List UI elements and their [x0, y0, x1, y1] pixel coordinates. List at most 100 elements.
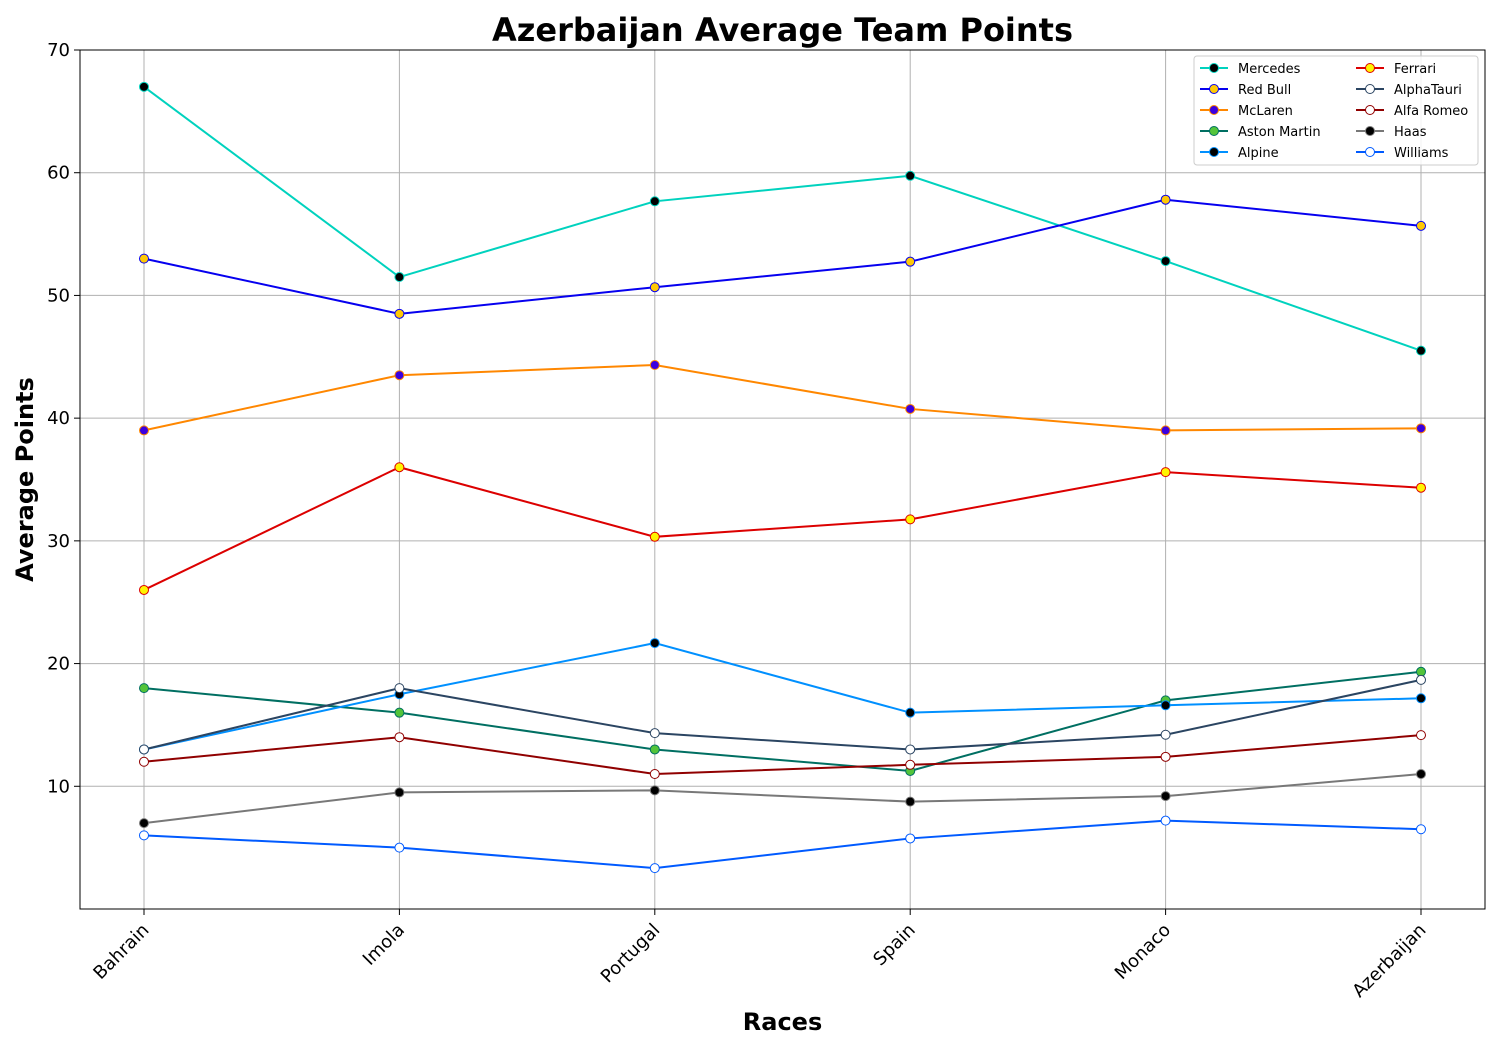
data-point-williams [1416, 824, 1426, 835]
data-point-haas [139, 818, 149, 829]
data-point-mercedes [649, 196, 660, 207]
x-tick-label: Imola [359, 920, 409, 970]
legend-label-alphatauri: AlphaTauri [1394, 83, 1462, 98]
data-point-alfa-romeo [139, 756, 149, 767]
data-point-alfa-romeo [394, 732, 405, 743]
data-point-alphatauri [1160, 729, 1171, 740]
legend: Mercedes Red Bull McLaren Aston Martin Alpin… [1193, 55, 1479, 166]
data-point-red-bull [394, 308, 405, 319]
legend-box [1193, 55, 1479, 166]
grid [80, 49, 1485, 909]
y-tick-label: 20 [47, 654, 70, 675]
data-point-williams [1160, 815, 1171, 826]
legend-marker-alphatauri [1365, 84, 1375, 94]
x-axis-label: Races [743, 1008, 822, 1036]
series-line-alphatauri [143, 678, 1422, 751]
legend-marker-mclaren [1209, 105, 1219, 115]
y-tick-label: 70 [47, 40, 70, 61]
series-line-williams [143, 819, 1422, 870]
legend-label-mclaren: McLaren [1238, 104, 1293, 119]
data-point-ferrari [1416, 482, 1426, 493]
series-line-red-bull [143, 198, 1422, 315]
data-point-ferrari [139, 584, 149, 595]
legend-label-williams: Williams [1394, 146, 1449, 161]
y-axis-label: Average Points [11, 377, 39, 582]
data-point-alfa-romeo [1160, 751, 1171, 762]
x-axis-ticks: Bahrain Imola Portugal Spain Monaco Azerbaija… [89, 909, 1431, 1002]
series-line-haas [143, 773, 1422, 825]
data-point-ferrari [905, 514, 916, 525]
legend-marker-williams [1365, 147, 1375, 157]
data-point-alphatauri [394, 683, 405, 694]
legend-label-alpine: Alpine [1238, 146, 1279, 161]
data-point-mclaren [1416, 423, 1426, 434]
plot-frame [79, 49, 1486, 910]
data-point-red-bull [1416, 220, 1426, 231]
legend-label-red-bull: Red Bull [1238, 83, 1291, 98]
series-line-ferrari [143, 466, 1422, 591]
data-point-mercedes [394, 272, 405, 283]
data-point-mercedes [905, 170, 916, 181]
data-point-mclaren [649, 360, 660, 371]
legend-marker-alfa-romeo [1365, 105, 1375, 115]
data-point-haas [649, 785, 660, 796]
y-tick-label: 50 [47, 285, 70, 306]
data-point-alphatauri [905, 744, 916, 755]
series-lines [143, 86, 1422, 870]
data-point-ferrari [394, 462, 405, 473]
data-point-alpine [1160, 700, 1171, 711]
data-point-mclaren [905, 403, 916, 414]
data-point-alfa-romeo [905, 759, 916, 770]
data-point-red-bull [905, 256, 916, 267]
data-point-red-bull [139, 253, 149, 264]
x-tick-label: Azerbaijan [1348, 920, 1430, 1002]
x-tick-label: Spain [869, 920, 919, 970]
series-line-aston-martin [143, 670, 1422, 772]
data-point-mclaren [394, 370, 405, 381]
data-point-alpine [905, 707, 916, 718]
legend-marker-alpine [1209, 147, 1219, 157]
legend-marker-haas [1365, 126, 1375, 136]
data-point-alphatauri [139, 744, 149, 755]
data-point-alfa-romeo [649, 769, 660, 780]
data-point-alphatauri [1416, 674, 1426, 685]
series-line-mclaren [143, 364, 1422, 432]
x-tick-label: Portugal [597, 920, 665, 988]
data-point-alpine [649, 638, 660, 649]
y-axis-ticks: 10 20 30 40 50 60 70 [47, 40, 80, 797]
legend-label-alfa-romeo: Alfa Romeo [1394, 104, 1468, 119]
data-point-haas [394, 787, 405, 798]
legend-label-aston-martin: Aston Martin [1238, 125, 1321, 140]
data-point-mclaren [1160, 425, 1171, 436]
data-point-alphatauri [649, 728, 660, 739]
x-tick-label: Bahrain [89, 920, 153, 984]
legend-label-ferrari: Ferrari [1394, 62, 1436, 77]
data-point-alpine [1416, 693, 1426, 704]
legend-marker-red-bull [1209, 84, 1219, 94]
data-point-williams [649, 863, 660, 874]
data-point-haas [905, 796, 916, 807]
series-line-alpine [143, 642, 1422, 751]
data-point-mercedes [1160, 256, 1171, 267]
legend-label-mercedes: Mercedes [1238, 62, 1301, 77]
y-tick-label: 40 [47, 408, 70, 429]
chart-title: Azerbaijan Average Team Points [492, 11, 1073, 49]
data-point-aston-martin [139, 683, 149, 694]
series-line-alfa-romeo [143, 734, 1422, 776]
data-point-williams [394, 842, 405, 853]
legend-marker-ferrari [1365, 63, 1375, 73]
series-markers [139, 81, 1426, 874]
series-line-mercedes [143, 86, 1422, 352]
data-point-aston-martin [394, 707, 405, 718]
data-point-mercedes [1416, 345, 1426, 356]
x-tick-label: Monaco [1111, 920, 1175, 984]
data-point-williams [139, 830, 149, 841]
legend-marker-mercedes [1209, 63, 1219, 73]
data-point-ferrari [1160, 467, 1171, 478]
data-point-alfa-romeo [1416, 730, 1426, 741]
data-point-red-bull [1160, 194, 1171, 205]
y-tick-label: 10 [47, 776, 70, 797]
data-point-ferrari [649, 531, 660, 542]
